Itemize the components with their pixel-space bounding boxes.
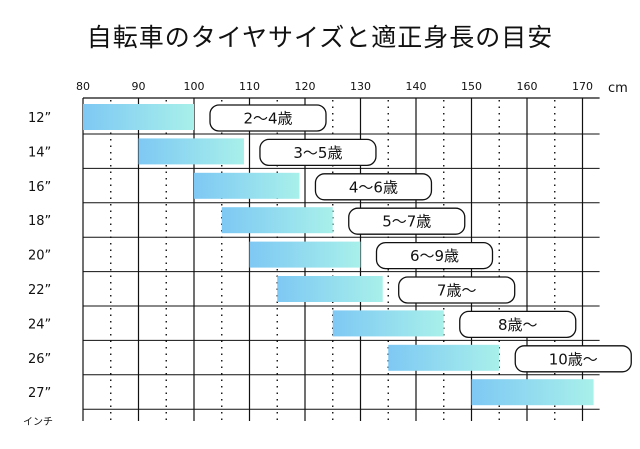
x-tick-label: 90 — [132, 80, 146, 93]
age-label: 8歳〜 — [498, 316, 538, 334]
age-pill — [398, 276, 516, 304]
y-unit-label: インチ — [23, 416, 53, 428]
range-bar — [277, 276, 383, 302]
x-tick-label: 120 — [295, 80, 316, 93]
x-tick-label: 150 — [461, 80, 482, 93]
age-label: 6〜9歳 — [410, 247, 459, 265]
bars — [83, 104, 594, 406]
age-pill — [375, 241, 494, 270]
x-tick-label: 80 — [76, 80, 90, 93]
range-bar — [388, 344, 500, 371]
age-label: 3〜5歳 — [293, 144, 342, 162]
x-tick-label: 130 — [350, 80, 371, 93]
age-pill — [209, 104, 327, 132]
age-label: 7歳〜 — [437, 282, 477, 300]
category-label: 27” — [28, 386, 51, 401]
age-pill — [314, 173, 433, 201]
category-label: 22” — [28, 283, 51, 298]
x-tick-label: 110 — [239, 80, 260, 93]
age-pill — [259, 138, 377, 167]
range-bar — [83, 104, 194, 130]
category-label: 20” — [28, 249, 51, 264]
age-label: 4〜6歳 — [349, 178, 398, 196]
age-label: 2〜4歳 — [243, 110, 292, 128]
category-label: 16” — [28, 180, 51, 195]
range-bar — [194, 172, 300, 199]
age-pill — [459, 310, 577, 339]
x-tick-label: 140 — [406, 80, 427, 93]
category-label: 24” — [28, 317, 51, 332]
category-label: 26” — [28, 352, 51, 367]
age-label: 5〜7歳 — [382, 213, 431, 231]
range-bar — [138, 138, 244, 165]
x-tick-label: 170 — [572, 80, 593, 93]
category-label: 18” — [28, 214, 51, 229]
range-bar — [471, 379, 594, 406]
category-label: 12” — [28, 111, 51, 126]
range-bar — [332, 310, 444, 337]
x-tick-label: 100 — [184, 80, 205, 93]
x-tick-label: 160 — [517, 80, 538, 93]
x-unit-label: cm — [608, 81, 628, 96]
age-label: 10歳〜 — [549, 350, 598, 368]
chart-title: 自転車のタイヤサイズと適正身長の目安 — [86, 23, 554, 52]
range-bar — [221, 207, 333, 234]
range-bar — [249, 241, 361, 268]
labels: 80 90 100 110 120 130 140 150 160 170 cm 12” 2〜4歳 14”… — [23, 80, 632, 428]
category-label: 14” — [28, 145, 51, 160]
age-pill — [348, 207, 466, 235]
age-pill — [514, 345, 632, 373]
